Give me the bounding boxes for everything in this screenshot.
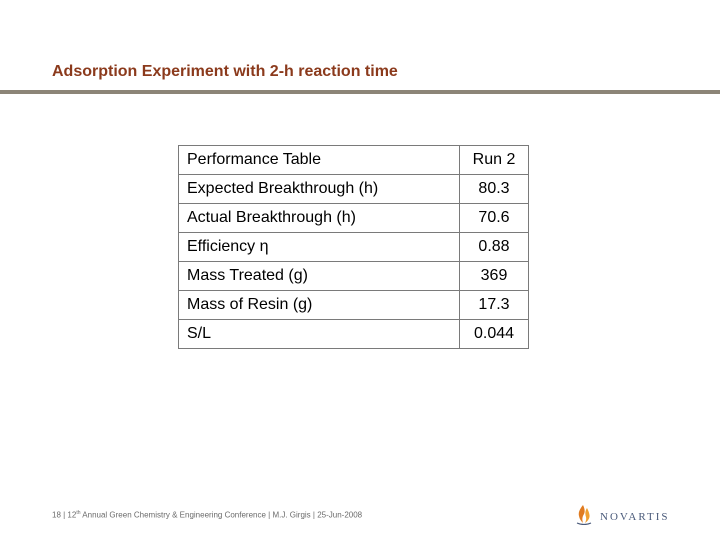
table-row: S/L 0.044	[178, 319, 529, 349]
row-label: S/L	[178, 319, 460, 349]
footer-superscript: th	[76, 510, 81, 516]
footer-suffix: Annual Green Chemistry & Engineering Con…	[80, 510, 363, 520]
row-label: Mass of Resin (g)	[178, 290, 460, 320]
row-label: Expected Breakthrough (h)	[178, 174, 460, 204]
row-value: 0.88	[459, 232, 529, 262]
table-row: Mass of Resin (g) 17.3	[178, 290, 529, 320]
logo-text: NOVARTIS	[600, 510, 670, 523]
table-header-row: Performance Table Run 2	[178, 145, 529, 175]
slide-title: Adsorption Experiment with 2-h reaction …	[52, 63, 398, 80]
table-header-value: Run 2	[459, 145, 529, 175]
table-row: Mass Treated (g) 369	[178, 261, 529, 291]
slide-footer: 18 | 12th Annual Green Chemistry & Engin…	[52, 510, 362, 520]
row-label: Mass Treated (g)	[178, 261, 460, 291]
row-value: 0.044	[459, 319, 529, 349]
row-value: 80.3	[459, 174, 529, 204]
footer-prefix: 18 | 12	[52, 510, 77, 520]
novartis-logo: NOVARTIS	[574, 503, 670, 530]
row-value: 369	[459, 261, 529, 291]
novartis-flame-icon	[574, 503, 594, 530]
row-value: 70.6	[459, 203, 529, 233]
table-header-label: Performance Table	[178, 145, 460, 175]
performance-table: Performance Table Run 2 Expected Breakth…	[178, 145, 529, 349]
table-row: Expected Breakthrough (h) 80.3	[178, 174, 529, 204]
row-label: Actual Breakthrough (h)	[178, 203, 460, 233]
table-row: Actual Breakthrough (h) 70.6	[178, 203, 529, 233]
row-value: 17.3	[459, 290, 529, 320]
table-row: Efficiency η 0.88	[178, 232, 529, 262]
title-divider	[0, 90, 720, 94]
row-label: Efficiency η	[178, 232, 460, 262]
